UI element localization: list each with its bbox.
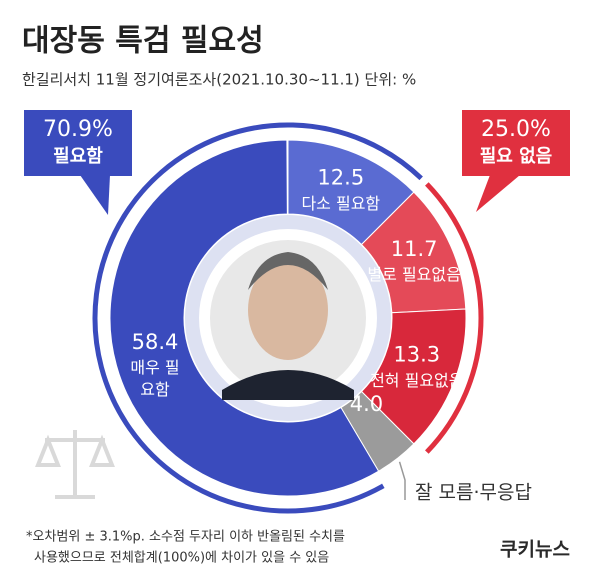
scales-icon	[35, 430, 115, 499]
total-value: 25.0%	[481, 117, 551, 142]
footnote: *오차범위 ± 3.1%p. 소수점 두자리 이하 반올림된 수치를	[26, 530, 345, 545]
chart-subtitle: 한길리서치 11월 정기여론조사(2021.10.30~11.1) 단위: %	[22, 71, 416, 89]
callout-pointer	[476, 175, 520, 212]
inner-ring	[185, 215, 391, 421]
segment-name: 잘 모름·무응답	[415, 482, 532, 504]
footnote: 사용했으므로 전체합계(100%)에 차이가 있을 수 있음	[34, 550, 329, 566]
seg-name: 전혀 필요없음	[370, 370, 464, 390]
total-arc	[92, 122, 423, 514]
seg-name: 매우 필요함	[130, 357, 180, 399]
total-name: 필요함	[53, 145, 103, 167]
value-label: 11.7	[391, 237, 438, 261]
value-label: 58.4	[132, 330, 179, 354]
total-value: 70.9%	[43, 117, 113, 142]
chart-title: 대장동 특검 필요성	[22, 24, 264, 59]
donut-segment	[109, 139, 380, 497]
value-label: 4.0	[350, 392, 383, 416]
callout-box	[462, 110, 570, 176]
total-arc	[425, 182, 484, 454]
value-label: 12.5	[317, 166, 364, 190]
seg-name: 다소 필요함	[301, 193, 381, 213]
photo	[210, 240, 366, 400]
seg-name: 별로 필요없음	[367, 265, 461, 284]
logo: 쿠키뉴스	[500, 539, 570, 561]
total-name: 필요 없음	[480, 146, 553, 167]
callout-pointer	[80, 175, 110, 215]
leader-line	[398, 461, 406, 500]
callout-box	[24, 110, 132, 176]
value-label: 13.3	[393, 343, 440, 367]
